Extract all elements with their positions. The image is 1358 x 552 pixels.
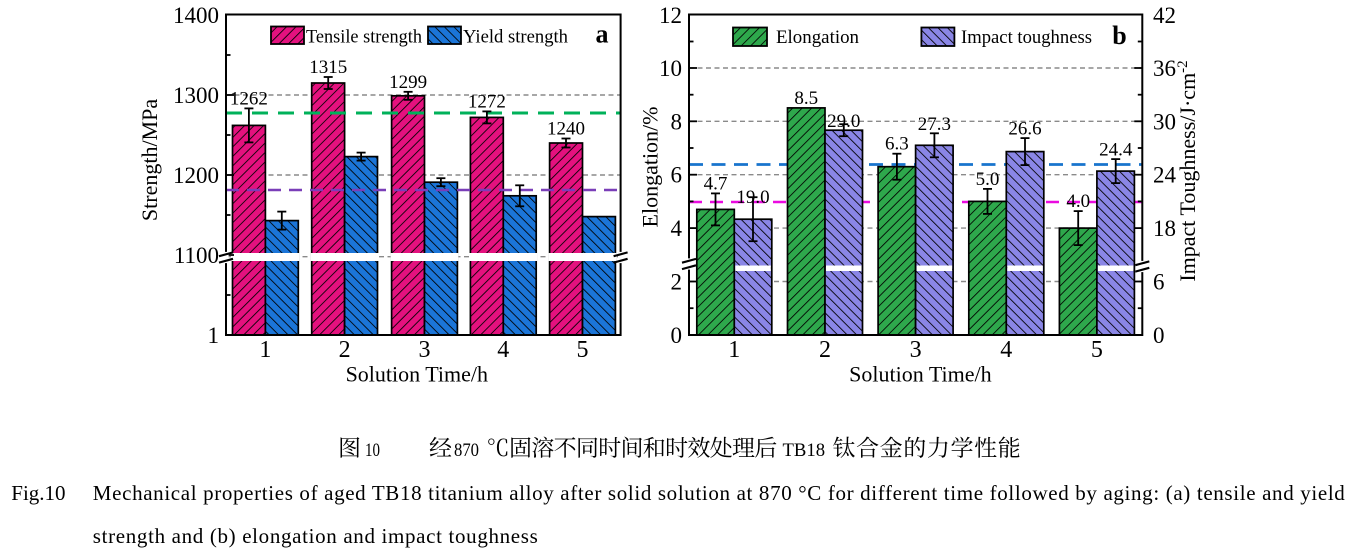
svg-text:12: 12 <box>659 3 682 28</box>
svg-text:24: 24 <box>1153 163 1177 188</box>
svg-text:1300: 1300 <box>173 83 219 108</box>
svg-text:8: 8 <box>671 109 683 134</box>
svg-text:3: 3 <box>419 337 431 363</box>
svg-text:2: 2 <box>819 337 831 363</box>
svg-text:1200: 1200 <box>173 163 219 188</box>
svg-text:a: a <box>596 20 609 49</box>
svg-text:42: 42 <box>1153 3 1176 28</box>
svg-text:870: 870 <box>454 440 479 461</box>
svg-text:1100: 1100 <box>174 243 219 268</box>
svg-text:18: 18 <box>1153 216 1176 241</box>
svg-text:36: 36 <box>1153 56 1176 81</box>
svg-text:5.0: 5.0 <box>976 169 1000 190</box>
svg-text:1262: 1262 <box>230 88 268 109</box>
svg-text:4: 4 <box>1000 337 1012 363</box>
svg-text:3: 3 <box>910 337 922 363</box>
svg-text:Solution Time/h: Solution Time/h <box>346 361 488 386</box>
svg-text:1: 1 <box>728 337 740 363</box>
svg-text:1272: 1272 <box>468 91 506 112</box>
svg-text:Elongation/%: Elongation/% <box>638 107 663 228</box>
svg-text:8.5: 8.5 <box>794 88 818 109</box>
svg-text:4.7: 4.7 <box>704 173 728 194</box>
svg-text:26.6: 26.6 <box>1008 119 1041 140</box>
svg-text:Mechanical properties of aged: Mechanical properties of aged TB18 titan… <box>93 481 1346 505</box>
svg-text:1299: 1299 <box>389 72 427 93</box>
svg-text:27.3: 27.3 <box>918 114 951 135</box>
svg-text:1: 1 <box>259 337 271 363</box>
svg-text:Elongation: Elongation <box>776 27 859 48</box>
svg-text:Fig.10: Fig.10 <box>11 481 65 505</box>
svg-text:0: 0 <box>1153 323 1165 348</box>
svg-text:6: 6 <box>1153 270 1165 295</box>
svg-text:1315: 1315 <box>309 57 347 78</box>
svg-text:1240: 1240 <box>547 119 585 140</box>
svg-text:19.0: 19.0 <box>736 187 769 208</box>
svg-text:5: 5 <box>1091 337 1103 363</box>
svg-text:10: 10 <box>659 56 682 81</box>
svg-text:Solution Time/h: Solution Time/h <box>849 361 991 386</box>
svg-text:TB18: TB18 <box>783 440 826 461</box>
svg-text:24.4: 24.4 <box>1099 140 1133 161</box>
svg-text:6.3: 6.3 <box>885 134 909 155</box>
svg-text:Impact Toughness/J·cm-2: Impact Toughness/J·cm-2 <box>1175 60 1200 281</box>
svg-text:29.0: 29.0 <box>827 111 860 132</box>
svg-text:Impact toughness: Impact toughness <box>961 27 1092 48</box>
svg-text:Tensile strength: Tensile strength <box>306 27 422 48</box>
svg-text:4.0: 4.0 <box>1066 191 1090 212</box>
svg-text:b: b <box>1112 21 1126 50</box>
svg-text:2: 2 <box>339 337 351 363</box>
svg-text:1: 1 <box>208 323 220 348</box>
svg-text:10: 10 <box>365 440 380 461</box>
svg-text:2: 2 <box>671 270 683 295</box>
svg-text:6: 6 <box>671 163 683 188</box>
svg-text:4: 4 <box>497 337 509 363</box>
svg-text:0: 0 <box>671 323 683 348</box>
svg-text:4: 4 <box>671 216 683 241</box>
svg-text:strength and (b) elongation an: strength and (b) elongation and impact t… <box>93 524 538 548</box>
svg-text:Yield strength: Yield strength <box>463 27 568 48</box>
svg-text:5: 5 <box>577 337 589 363</box>
svg-text:30: 30 <box>1153 109 1176 134</box>
svg-text:1400: 1400 <box>173 3 219 28</box>
svg-text:Strength/MPa: Strength/MPa <box>137 99 162 221</box>
